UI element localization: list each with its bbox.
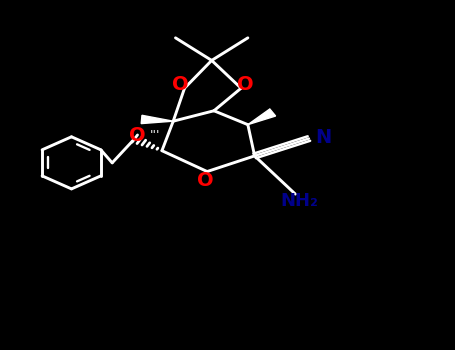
Text: O: O <box>172 75 188 94</box>
Text: O: O <box>129 126 145 145</box>
Text: NH₂: NH₂ <box>280 192 318 210</box>
Polygon shape <box>141 115 173 124</box>
Text: N: N <box>316 128 332 147</box>
Text: ''': ''' <box>149 129 160 142</box>
Text: O: O <box>237 75 254 94</box>
Text: O: O <box>197 171 213 190</box>
Polygon shape <box>248 109 276 125</box>
